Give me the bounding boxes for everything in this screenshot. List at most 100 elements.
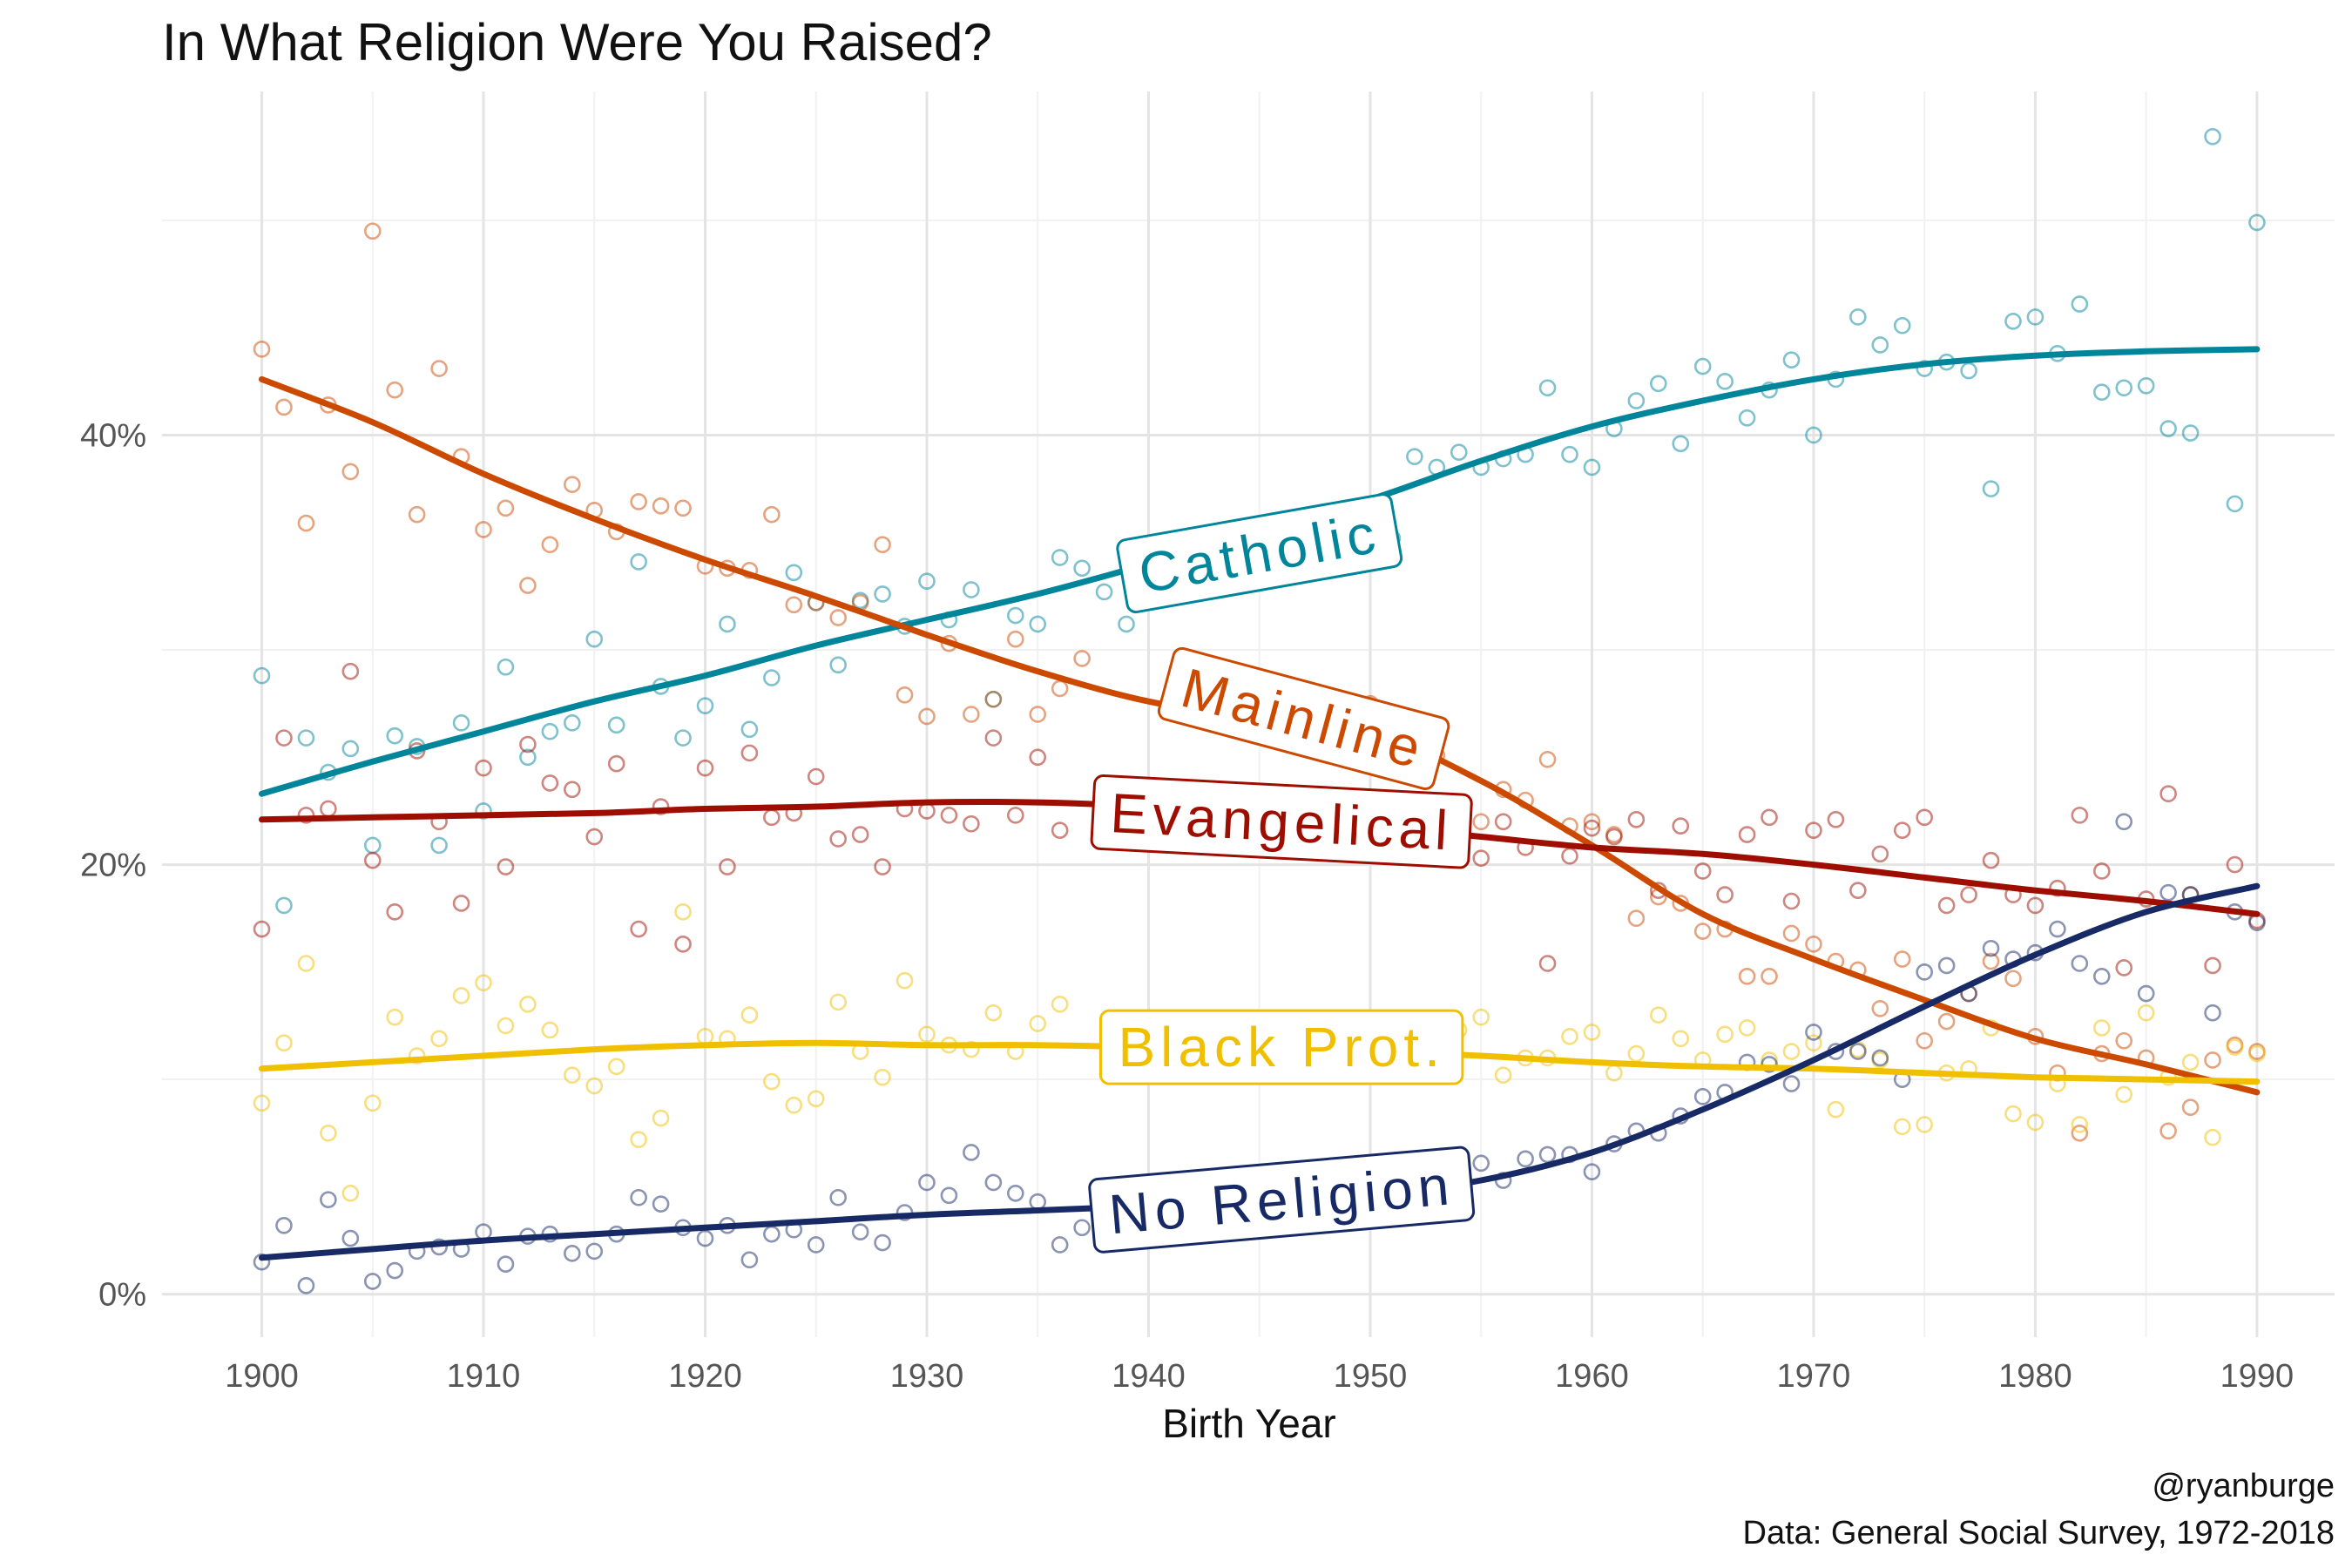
catholic-point: [253, 666, 271, 685]
catholic-point: [763, 669, 781, 686]
catholic-point: [386, 727, 404, 745]
evangelical-point: [1472, 849, 1490, 867]
mainline-point: [1893, 950, 1911, 968]
evangelical-point: [719, 858, 736, 875]
y-tick-label: 40%: [80, 417, 146, 454]
black-prot-point: [918, 1025, 936, 1044]
catholic-point: [452, 714, 470, 732]
evangelical-point: [1672, 817, 1690, 835]
axis-layer: Birth Year 1900 1910 1920 1930 1940 1950 1960 1…: [80, 417, 2294, 1446]
mainline-point: [1916, 1031, 1933, 1050]
evangelical-point: [2092, 862, 2111, 880]
catholic-point: [1406, 448, 1423, 465]
evangelical-point: [984, 729, 1003, 747]
black-prot-point: [2115, 1085, 2133, 1104]
evangelical-point: [297, 807, 315, 824]
mainline-label: Mainline: [1157, 646, 1450, 790]
black-prot-point: [341, 1185, 360, 1202]
mainline-point: [1937, 1012, 1956, 1031]
no-religion-point: [1472, 1154, 1490, 1173]
evangelical-point: [1538, 955, 1557, 972]
mainline-point: [1583, 813, 1601, 831]
catholic-point: [475, 802, 492, 820]
catholic-point: [430, 836, 448, 855]
catholic-point: [1095, 583, 1113, 601]
x-tick-label: 1980: [1998, 1358, 2072, 1395]
evangelical-point: [1693, 862, 1712, 880]
x-tick-label: 1900: [225, 1358, 299, 1395]
catholic-point: [2181, 424, 2200, 442]
no-religion-point: [585, 1242, 604, 1260]
mainline-point: [874, 536, 891, 554]
x-tick-label: 1990: [2220, 1358, 2295, 1395]
catholic-point: [497, 658, 515, 676]
black-prot-point: [1494, 1066, 1512, 1085]
evangelical-point: [1916, 808, 1933, 827]
black-prot-point: [2004, 1105, 2022, 1123]
catholic-point: [1450, 443, 1468, 462]
black-prot-point: [652, 1109, 670, 1127]
evangelical-point: [2226, 855, 2244, 874]
evangelical-point: [1849, 882, 1867, 899]
evangelical-point: [1029, 748, 1047, 767]
catholic-point: [519, 748, 537, 767]
no-religion-point: [275, 1216, 293, 1234]
evangelical-point: [1782, 892, 1801, 910]
no-religion-point: [630, 1188, 647, 1206]
black-prot-point: [807, 1090, 825, 1108]
no-religion-point: [1849, 1043, 1867, 1060]
no-religion-point: [940, 1186, 958, 1205]
black-prot-label-text: Black Prot.: [1118, 1016, 1444, 1078]
no-religion-point: [1871, 1049, 1889, 1067]
evangelical-point: [1006, 807, 1024, 824]
mainline-point: [1738, 967, 1756, 985]
black-prot-point: [2092, 1019, 2111, 1037]
x-tick-label: 1950: [1334, 1358, 1408, 1395]
mainline-point: [408, 505, 426, 524]
evangelical-point: [2115, 959, 2133, 977]
catholic-point: [674, 729, 692, 747]
chart-title: In What Religion Were You Raised?: [162, 13, 992, 71]
x-axis-title: Birth Year: [1162, 1401, 1335, 1446]
evangelical-point: [2049, 879, 2066, 897]
evangelical-point: [564, 781, 581, 799]
evangelical-point: [253, 920, 271, 938]
black-prot-point: [253, 1094, 271, 1112]
evangelical-point: [2071, 807, 2089, 824]
catholic-label-box: [1116, 493, 1403, 614]
no-religion-point: [1982, 939, 2000, 957]
catholic-point: [740, 720, 759, 739]
no-religion-point: [297, 1277, 315, 1294]
no-religion-point: [1538, 1146, 1557, 1164]
evangelical-point: [1561, 847, 1578, 865]
black-prot-point: [564, 1066, 581, 1085]
black-prot-point: [386, 1008, 404, 1026]
black-prot-point: [363, 1094, 382, 1112]
x-tick-label: 1930: [890, 1358, 964, 1395]
no-religion-point: [1805, 1024, 1822, 1041]
black-prot-point: [1805, 1034, 1822, 1052]
mainline-point: [1782, 924, 1801, 943]
black-prot-point: [963, 1040, 980, 1058]
evangelical-point: [1761, 808, 1778, 827]
no-religion-point: [963, 1144, 980, 1161]
black-prot-point: [763, 1072, 781, 1091]
evangelical-point: [541, 774, 559, 792]
catholic-point: [275, 896, 293, 915]
black-prot-point: [2181, 1053, 2200, 1071]
black-prot-point: [408, 1047, 426, 1064]
evangelical-point: [519, 735, 537, 754]
black-prot-point: [740, 1006, 759, 1024]
catholic-point: [2137, 376, 2155, 395]
caption-source: Data: General Social Survey, 1972-2018: [1743, 1515, 2335, 1551]
mainline-point: [2115, 1031, 2133, 1050]
evangelical-point: [341, 662, 360, 680]
no-religion-label-box: [1088, 1146, 1476, 1254]
no-religion-point: [2137, 984, 2155, 1003]
black-prot-point: [984, 1004, 1003, 1022]
catholic-point: [2004, 313, 2022, 330]
no-religion-point: [2159, 883, 2177, 902]
catholic-point: [564, 714, 581, 732]
evangelical-point: [740, 744, 759, 762]
mainline-point: [2071, 1124, 2089, 1142]
